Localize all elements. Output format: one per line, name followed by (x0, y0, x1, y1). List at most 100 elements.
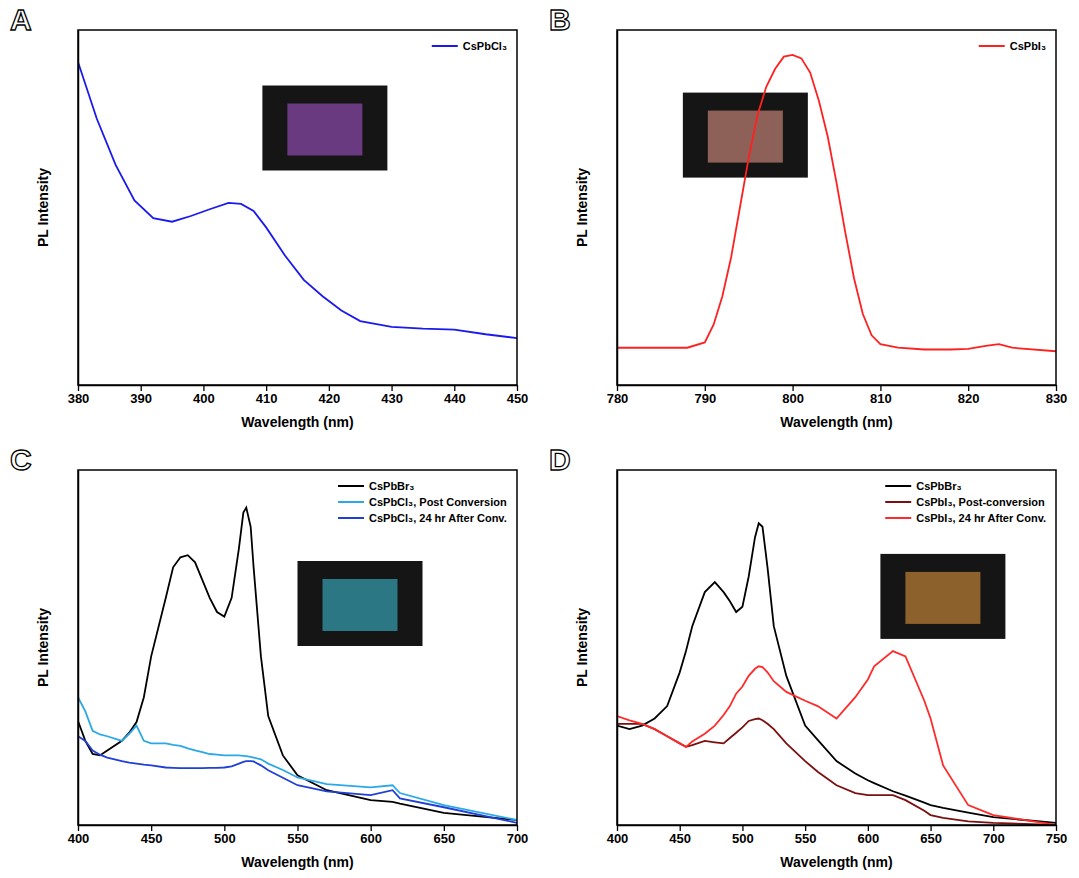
panel-letter: A (10, 3, 32, 36)
y-axis-title: PL Intensity (35, 608, 51, 687)
x-tick: 780 (607, 385, 629, 406)
x-tick-label: 430 (381, 391, 403, 406)
x-tick-mark (617, 385, 618, 391)
inset-glow (287, 104, 362, 156)
legend-entry: CsPbI₃, 24 hr After Conv. (885, 512, 1046, 524)
x-tick-label: 820 (958, 391, 980, 406)
x-tick-label: 450 (507, 391, 529, 406)
x-tick-mark (680, 825, 681, 831)
legend-swatch (885, 485, 911, 487)
panel: 400450500550600650700Wavelength (nm)PL I… (35, 470, 528, 870)
spectrum-line (78, 697, 517, 820)
inset-photo (298, 561, 423, 646)
x-tick-mark (880, 385, 881, 391)
legend-swatch (338, 517, 364, 519)
plot-lines (78, 62, 517, 338)
legend-background (335, 478, 510, 526)
plot-lines (78, 508, 517, 823)
inset-glow (708, 111, 783, 163)
plot-frame (78, 30, 517, 385)
legend-entry: CsPbI₃ (979, 40, 1046, 52)
x-tick-mark (517, 385, 518, 391)
panel-letter: C (10, 443, 32, 476)
x-tick: 400 (193, 385, 215, 406)
panel-letter: B (549, 3, 571, 36)
x-axis: 780 790 800 810 820 830 (607, 385, 1068, 406)
x-tick: 400 (68, 825, 90, 846)
x-axis-title: Wavelength (nm) (780, 414, 892, 430)
x-tick-label: 810 (870, 391, 892, 406)
legend-swatch (979, 45, 1005, 47)
x-tick: 390 (130, 385, 152, 406)
spectrum-line (78, 508, 517, 820)
y-axis (617, 471, 618, 826)
x-tick-label: 390 (130, 391, 152, 406)
x-tick-mark (993, 825, 994, 831)
x-tick-mark (742, 825, 743, 831)
plot-lines (617, 523, 1056, 825)
x-tick-mark (329, 385, 330, 391)
plot-frame (617, 30, 1056, 385)
legend-entry: CsPbCl₃, Post Conversion (338, 496, 507, 508)
x-tick: 600 (858, 825, 880, 846)
x-tick-mark (78, 825, 79, 831)
x-tick: 650 (920, 825, 942, 846)
x-tick-mark (266, 385, 267, 391)
x-tick-label: 500 (214, 831, 236, 846)
x-axis-title: Wavelength (nm) (241, 854, 353, 870)
inset-photo (683, 93, 808, 178)
x-tick-mark (444, 825, 445, 831)
x-tick-label: 400 (193, 391, 215, 406)
x-tick-label: 780 (607, 391, 629, 406)
y-axis-title: PL Intensity (574, 608, 590, 687)
y-axis (78, 471, 79, 826)
x-tick-label: 700 (507, 831, 529, 846)
legend-swatch (338, 501, 364, 503)
x-tick: 600 (360, 825, 382, 846)
legend-entry: CsPbBr₃ (885, 480, 961, 492)
x-tick: 450 (141, 825, 163, 846)
x-tick-mark (1056, 385, 1057, 391)
spectrum-line (617, 523, 1056, 823)
x-tick-label: 400 (68, 831, 90, 846)
legend-entry: CsPbCl₃ (432, 40, 507, 52)
x-tick: 400 (607, 825, 629, 846)
panel: 400450500550600650700750Wavelength (nm)P… (574, 470, 1067, 870)
figure: 380390400410420430440450Wavelength (nm)P… (0, 0, 1079, 878)
spectrum-line (617, 719, 1056, 826)
x-tick-label: 440 (444, 391, 466, 406)
x-axis: 400450500550600650700750 (607, 825, 1068, 846)
x-tick-mark (968, 385, 969, 391)
x-tick-mark (391, 385, 392, 391)
x-tick-mark (151, 825, 152, 831)
legend-entry: CsPbCl₃, 24 hr After Conv. (338, 512, 507, 524)
x-tick: 820 (958, 385, 980, 406)
legend: CsPbCl₃ (429, 38, 510, 54)
spectrum-line (617, 651, 1056, 825)
x-tick: 450 (669, 825, 691, 846)
legend: CsPbBr₃CsPbI₃, Post-conversionCsPbI₃, 24… (882, 478, 1049, 526)
x-tick: 750 (1046, 825, 1068, 846)
x-tick: 830 (1046, 385, 1068, 406)
x-tick-label: 700 (983, 831, 1005, 846)
y-axis-title: PL Intensity (35, 168, 51, 247)
x-tick-label: 450 (141, 831, 163, 846)
x-tick-mark (203, 385, 204, 391)
legend-swatch (885, 501, 911, 503)
inset-photo (880, 554, 1005, 639)
x-tick-label: 750 (1046, 831, 1068, 846)
x-tick-label: 600 (858, 831, 880, 846)
inset-background (683, 93, 808, 178)
x-tick-label: 830 (1046, 391, 1068, 406)
legend-background (429, 38, 510, 54)
x-tick: 700 (507, 825, 529, 846)
panel: 780790800810820830Wavelength (nm)PL Inte… (574, 30, 1067, 430)
x-tick: 420 (319, 385, 341, 406)
x-tick-label: 790 (694, 391, 716, 406)
x-tick-label: 800 (782, 391, 804, 406)
legend-swatch (885, 517, 911, 519)
x-tick: 380 (68, 385, 90, 406)
legend-label: CsPbCl₃ (463, 40, 507, 52)
legend-label: CsPbCl₃, 24 hr After Conv. (369, 512, 507, 524)
x-tick: 500 (732, 825, 754, 846)
